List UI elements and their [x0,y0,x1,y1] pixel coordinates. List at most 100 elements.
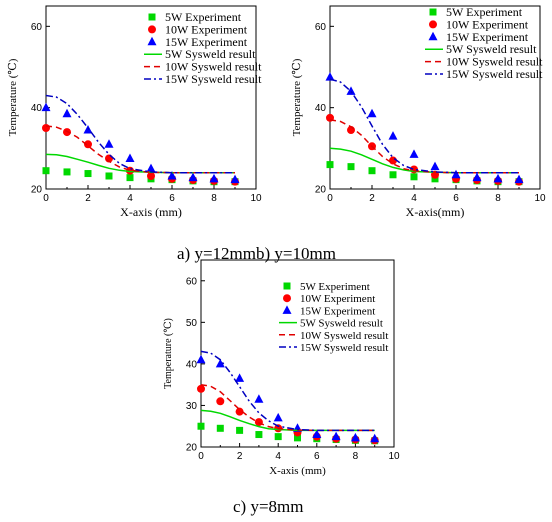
legend-marker [428,31,438,41]
y-tick-label: 60 [31,22,43,33]
data-point [188,172,198,182]
data-point [410,173,418,181]
y-tick-label: 30 [186,401,198,412]
y-tick-label: 20 [186,443,198,454]
x-tick-label: 0 [43,193,49,204]
y-tick-label: 40 [31,103,43,114]
data-point [42,167,50,175]
series-4 [329,147,519,174]
legend-label: 15W Sysweld result [300,342,388,354]
y-tick-label: 60 [315,22,327,33]
series-3 [325,72,524,184]
series-line [200,383,375,432]
legend-marker [429,8,437,16]
data-point [196,354,206,364]
x-tick-label: 4 [411,193,417,204]
legend-label: 10W Experiment [300,293,375,305]
x-tick-label: 6 [453,193,459,204]
chart-c: 0 2 4 6 8 10 20 30 40 50 60 X-axis (mm) Temperature … [163,259,400,477]
x-tick-label: 2 [85,193,91,204]
chart-a: 0 2 4 6 8 10 20 40 60 X-axis (mm) Temperature (℃) 5… [7,5,262,219]
data-point [274,433,282,441]
data-point [125,153,135,162]
legend-label: 5W Experiment [165,10,242,24]
legend-label: 15W Sysweld result [165,72,262,86]
data-point [331,431,341,441]
series-line [329,147,519,174]
data-point [41,102,51,112]
legend-label: 10W Sysweld result [165,60,262,74]
caption-ab: a) y=12mmb) y=10mm [177,244,336,263]
x-tick-label: 6 [314,451,320,462]
data-point [409,149,419,158]
y-tick-label: 20 [31,185,43,196]
chart-b: 0 2 4 6 8 10 20 40 60 X-axis(mm) Temperature (℃) 5W… [291,5,546,219]
x-tick-label: 0 [198,451,204,462]
data-point [146,163,156,173]
series-line [329,78,519,174]
data-point [105,172,113,180]
data-point [294,434,301,442]
series-5 [200,383,375,432]
x-tick-label: 10 [534,193,546,204]
data-point [451,169,461,179]
legend-marker [148,25,156,34]
x-tick-label: 8 [211,193,217,204]
data-point [255,431,263,439]
x-axis-label: X-axis (mm) [269,465,326,477]
data-point [346,86,356,95]
caption-c: c) y=8mm [233,497,304,516]
legend-label: 15W Experiment [446,30,529,44]
x-tick-label: 10 [388,451,400,462]
data-point [197,422,205,430]
data-point [84,170,92,178]
data-point [104,139,114,148]
data-point [216,424,224,432]
data-point [514,174,524,184]
data-point [370,433,380,443]
data-point [493,173,503,183]
data-point [147,171,155,180]
series-3 [196,354,380,443]
x-axis-label: X-axis(mm) [406,205,465,219]
legend-label: 10W Sysweld result [300,330,388,342]
legend-marker [148,13,156,21]
data-point [197,384,205,393]
data-point [235,373,245,382]
data-point [325,72,335,81]
data-point [83,125,93,134]
data-point [42,124,50,132]
data-point [472,172,482,182]
x-tick-label: 6 [169,193,175,204]
y-tick-label: 50 [186,318,198,329]
series-line [45,94,235,174]
data-point [236,426,244,434]
x-axis-label: X-axis (mm) [120,205,182,219]
data-point [209,173,219,183]
data-point [326,161,334,169]
x-tick-label: 10 [250,193,262,204]
series-line [45,125,235,174]
series-4 [45,153,235,174]
legend-marker [282,305,292,314]
legend-label: 10W Experiment [446,17,529,31]
data-point [368,167,376,175]
y-axis-label: Temperature (℃) [291,58,303,136]
series-line [329,119,519,174]
series-6 [45,94,235,174]
data-point [84,140,92,149]
legend-label: 5W Sysweld result [165,47,256,61]
series-3 [41,102,240,184]
series-line [200,350,375,432]
y-axis-label: Temperature (℃) [7,58,19,136]
x-tick-label: 2 [237,451,243,462]
y-axis-label: Temperature (℃) [163,318,174,389]
x-tick-label: 2 [369,193,375,204]
data-point [230,174,240,184]
legend-label: 10W Experiment [165,22,248,36]
legend-marker [147,36,157,46]
